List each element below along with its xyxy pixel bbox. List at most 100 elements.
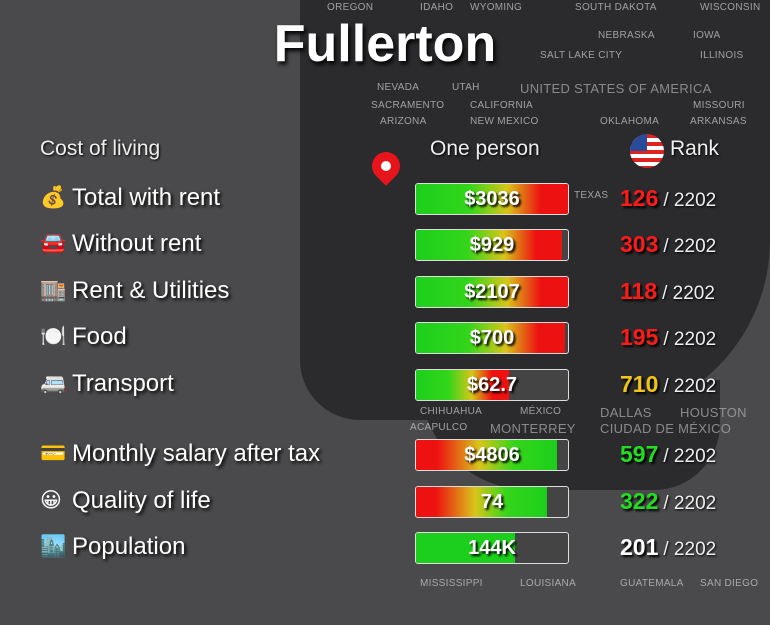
rank-value: 201: [620, 534, 659, 560]
rank-cell: 195/ 2202: [620, 323, 716, 352]
rank-value: 118: [620, 278, 658, 304]
row-rent-utilities: 🏬 Rent & Utilities $2107 118/ 2202: [0, 275, 770, 309]
rank-cell: 597/ 2202: [620, 440, 716, 469]
us-flag-icon: [630, 134, 664, 168]
map-label: ACAPULCO: [410, 422, 468, 433]
value-bar: $4806: [415, 439, 569, 471]
map-label: NEVADA: [377, 82, 420, 93]
rank-cell: 710/ 2202: [620, 370, 716, 399]
bar-value: $700: [469, 327, 515, 349]
rank-cell: 322/ 2202: [620, 487, 716, 516]
map-label: SACRAMENTO: [371, 100, 445, 111]
map-label: NEBRASKA: [598, 30, 655, 41]
smiley-icon: 😀: [40, 489, 62, 512]
rank-header: Rank: [670, 137, 720, 160]
value-bar: $62.7: [415, 369, 569, 401]
city-icon: 🏙️: [40, 535, 67, 558]
row-label: Population: [72, 533, 186, 560]
bar-value: $929: [469, 234, 515, 256]
bar-fill: [416, 440, 558, 470]
car-icon: 🚘: [40, 232, 67, 255]
map-label: CALIFORNIA: [470, 100, 534, 111]
row-label: Monthly salary after tax: [72, 440, 321, 467]
bar-value: $2107: [464, 281, 520, 303]
row-population: 🏙️ Population 144K 201/ 2202: [0, 531, 770, 565]
map-label: ARIZONA: [380, 116, 427, 127]
rank-value: 195: [620, 324, 659, 350]
rank-total: / 2202: [663, 376, 717, 397]
row-food: 🍽️ Food $700 195/ 2202: [0, 321, 770, 355]
row-label: Transport: [72, 370, 174, 397]
map-label: ARKANSAS: [690, 116, 747, 127]
map-label: SOUTH DAKOTA: [575, 2, 657, 13]
rank-total: / 2202: [663, 236, 717, 257]
map-label: GUATEMALA: [620, 578, 684, 589]
map-label: HOUSTON: [680, 405, 747, 420]
bar-fill: [416, 184, 568, 214]
value-bar: $700: [415, 322, 569, 354]
value-bar: $3036: [415, 183, 569, 215]
value-bar: $2107: [415, 276, 569, 308]
row-quality-of-life: 😀 Quality of life 74 322/ 2202: [0, 485, 770, 519]
building-icon: 🏬: [40, 279, 67, 302]
value-bar: 74: [415, 486, 569, 518]
credit-card-icon: 💳: [40, 442, 67, 465]
map-label: WYOMING: [470, 2, 523, 13]
map-label: SALT LAKE CITY: [540, 50, 623, 61]
rank-total: / 2202: [663, 190, 717, 211]
rank-total: / 2202: [663, 493, 717, 514]
map-label: ILLINOIS: [700, 50, 744, 61]
bus-icon: 🚐: [40, 372, 67, 395]
map-label: WISCONSIN: [700, 2, 761, 13]
map-label: MISSOURI: [693, 100, 745, 111]
rank-total: / 2202: [663, 329, 717, 350]
bar-value: $3036: [464, 188, 520, 210]
map-label: CHIHUAHUA: [420, 406, 483, 417]
value-bar: $929: [415, 229, 569, 261]
map-label: UNITED STATES OF AMERICA: [520, 81, 712, 96]
map-label: OKLAHOMA: [600, 116, 660, 127]
bar-fill: [416, 277, 568, 307]
row-transport: 🚐 Transport $62.7 710/ 2202: [0, 368, 770, 402]
rank-total: / 2202: [663, 446, 717, 467]
map-label: MÉXICO: [520, 406, 562, 417]
rank-value: 597: [620, 441, 659, 467]
map-label: UTAH: [452, 82, 480, 93]
map-label: DALLAS: [600, 405, 652, 420]
rank-cell: 118/ 2202: [620, 277, 715, 306]
map-label: OREGON: [327, 2, 374, 13]
row-label: Without rent: [72, 230, 202, 257]
row-label: Food: [72, 323, 127, 350]
rank-total: / 2202: [662, 283, 715, 304]
bar-fill: [416, 533, 515, 563]
rank-cell: 126/ 2202: [620, 184, 716, 213]
rank-value: 322: [620, 488, 659, 514]
one-person-header: One person: [430, 137, 540, 160]
map-label: LOUISIANA: [520, 578, 577, 589]
bar-value: $4806: [464, 444, 520, 466]
rank-cell: 201/ 2202: [620, 533, 716, 562]
map-label: IOWA: [693, 30, 721, 41]
rank-cell: 303/ 2202: [620, 230, 716, 259]
money-bag-icon: 💰: [40, 186, 67, 209]
value-bar: 144K: [415, 532, 569, 564]
bar-value: 74: [480, 491, 504, 513]
map-label: MONTERREY: [490, 421, 576, 436]
map-label: NEW MEXICO: [470, 116, 539, 127]
map-label: IDAHO: [420, 2, 454, 13]
plate-icon: 🍽️: [40, 325, 67, 348]
row-without-rent: 🚘 Without rent $929 303/ 2202: [0, 228, 770, 262]
row-total-with-rent: 💰 Total with rent $3036 126/ 2202: [0, 182, 770, 216]
row-label: Rent & Utilities: [72, 277, 230, 304]
bar-value: 144K: [468, 537, 516, 559]
rank-value: 303: [620, 231, 659, 257]
map-label: SAN DIEGO: [700, 578, 759, 589]
map-label: CIUDAD DE MÉXICO: [600, 421, 732, 436]
row-label: Total with rent: [72, 184, 221, 211]
row-label: Quality of life: [72, 487, 211, 514]
map-label: TEXAS: [574, 190, 609, 201]
cost-of-living-header: Cost of living: [40, 137, 161, 160]
rank-value: 126: [620, 185, 659, 211]
row-monthly-salary-after-tax: 💳 Monthly salary after tax $4806 597/ 22…: [0, 438, 770, 472]
bar-fill: [416, 370, 509, 400]
